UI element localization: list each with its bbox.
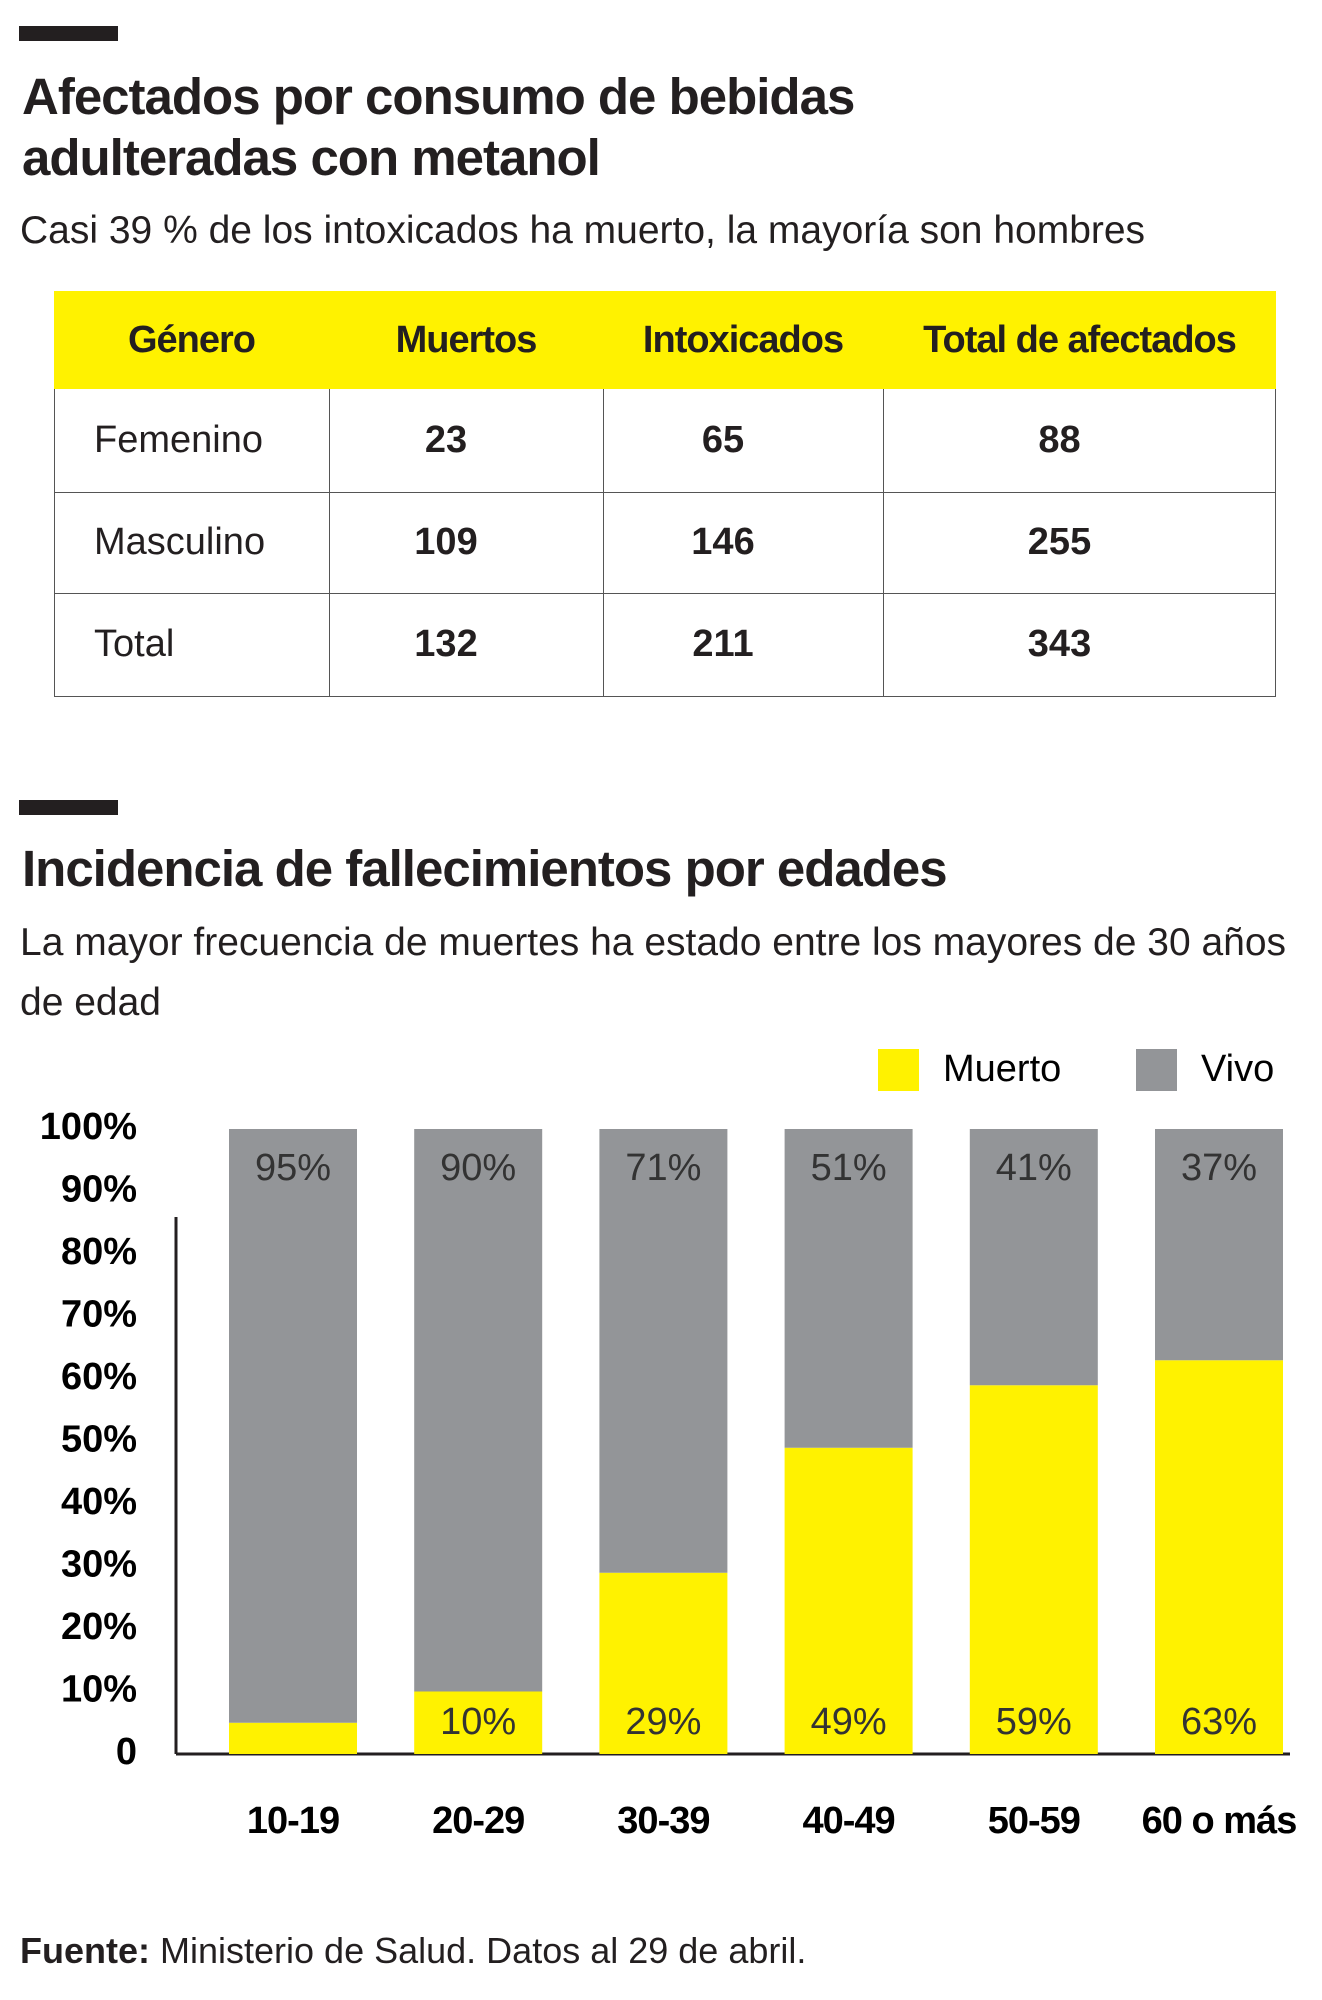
table-cell: Total (94, 623, 175, 665)
y-tick-label: 70% (61, 1294, 137, 1336)
table-col-line (883, 389, 884, 696)
subtitle: Casi 39 % de los intoxicados ha muerto, … (20, 209, 1146, 252)
table-row-line (54, 593, 1276, 594)
x-tick-label: 20-29 (432, 1800, 524, 1842)
x-tick-label: 10-19 (247, 1800, 339, 1842)
x-tick-label: 30-39 (617, 1800, 709, 1842)
chart-subtitle: La mayor frecuencia de muertes ha estado… (20, 921, 1287, 1024)
y-tick-label: 30% (61, 1544, 137, 1586)
table-cell: 109 (414, 521, 478, 563)
table-col-line (603, 389, 604, 696)
table-cell: 255 (1027, 521, 1092, 563)
value-label: 29% (625, 1701, 701, 1743)
table-header: Muertos (395, 318, 538, 361)
legend-label: Vivo (1201, 1048, 1274, 1090)
bar-segment (599, 1572, 728, 1754)
table-col-line (329, 389, 330, 696)
source-label: Fuente: (20, 1930, 150, 1971)
bar-segment (969, 1385, 1098, 1754)
table-cell: 132 (414, 623, 478, 665)
table-row-line (54, 492, 1276, 493)
decor-bar (19, 26, 118, 41)
y-tick-label: 10% (61, 1669, 137, 1711)
value-label: 10% (440, 1701, 516, 1743)
bar-segment (414, 1129, 543, 1692)
bar-segment (599, 1129, 728, 1573)
value-label: 49% (811, 1701, 887, 1743)
y-tick-label: 80% (61, 1231, 137, 1273)
y-tick-label: 60% (61, 1356, 137, 1398)
table-cell: 88 (1038, 419, 1081, 461)
bar-segment (784, 1447, 913, 1754)
table-cell: 65 (701, 419, 745, 461)
bar-segment (229, 1129, 357, 1723)
table-header-bg (54, 291, 1276, 389)
value-label: 59% (996, 1701, 1072, 1743)
value-label: 41% (996, 1147, 1072, 1189)
bar-segment (229, 1722, 357, 1754)
value-label: 63% (1181, 1701, 1257, 1743)
bar-segment (1155, 1129, 1283, 1361)
value-label: 71% (625, 1147, 701, 1189)
source-text: Ministerio de Salud. Datos al 29 de abri… (160, 1930, 807, 1971)
y-tick-label: 100% (40, 1106, 137, 1148)
decor-bar (19, 800, 118, 815)
table-header: Intoxicados (642, 318, 844, 361)
table-cell: Femenino (94, 419, 263, 461)
bar-segment (784, 1129, 913, 1448)
title: Afectados por consumo de bebidas adulter… (22, 68, 855, 186)
chart-title: Incidencia de fallecimientos por edades (22, 840, 948, 897)
table-cell: 343 (1027, 623, 1092, 665)
y-tick-label: 40% (61, 1481, 137, 1523)
table-body-border (54, 389, 1276, 697)
bar-segment (414, 1691, 543, 1754)
source: Fuente: Ministerio de Salud. Datos al 29… (20, 1930, 806, 1972)
x-tick-label: 60 o más (1142, 1800, 1297, 1842)
x-tick-label: 40-49 (802, 1800, 894, 1842)
y-tick-label: 20% (61, 1606, 137, 1648)
table-header: Género (127, 318, 256, 361)
value-label: 95% (255, 1147, 331, 1189)
value-label: 90% (440, 1147, 516, 1189)
table-cell: 23 (424, 419, 468, 461)
legend-label: Muerto (943, 1048, 1061, 1090)
value-label: 37% (1181, 1147, 1257, 1189)
value-label: 51% (811, 1147, 887, 1189)
table-header: Total de afectados (923, 318, 1237, 361)
legend-swatch (1136, 1049, 1177, 1091)
bar-segment (969, 1129, 1098, 1386)
table-cell: 211 (692, 623, 754, 665)
legend-swatch (878, 1049, 919, 1091)
table-cell: Masculino (94, 521, 266, 563)
table-cell: 146 (691, 521, 755, 563)
x-tick-label: 50-59 (988, 1800, 1080, 1842)
y-tick-label: 50% (61, 1419, 137, 1461)
bar-segment (1155, 1360, 1283, 1754)
y-tick-label: 90% (61, 1169, 137, 1211)
y-tick-label: 0 (116, 1731, 137, 1773)
